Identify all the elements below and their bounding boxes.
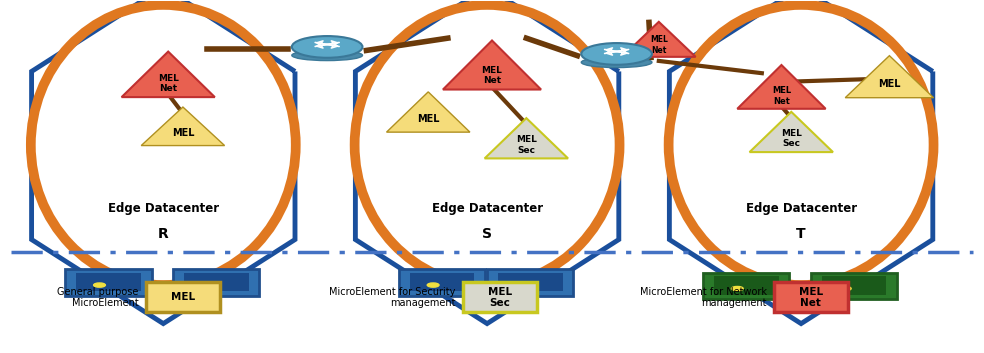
Ellipse shape	[292, 36, 362, 58]
Text: MicroElement for Network
management: MicroElement for Network management	[640, 287, 767, 308]
FancyBboxPatch shape	[487, 269, 574, 296]
Text: S: S	[482, 227, 492, 241]
Polygon shape	[485, 118, 568, 158]
FancyBboxPatch shape	[76, 273, 141, 291]
Text: MEL: MEL	[171, 292, 195, 302]
FancyBboxPatch shape	[184, 273, 249, 291]
Circle shape	[202, 283, 214, 287]
Polygon shape	[622, 22, 696, 57]
Polygon shape	[845, 56, 934, 98]
Text: General purpose
MicroElement: General purpose MicroElement	[57, 287, 139, 308]
FancyBboxPatch shape	[811, 273, 897, 299]
Text: MEL
Sec: MEL Sec	[516, 135, 537, 155]
FancyBboxPatch shape	[65, 269, 152, 296]
Polygon shape	[387, 92, 470, 132]
Polygon shape	[142, 107, 224, 145]
Polygon shape	[750, 112, 833, 152]
Ellipse shape	[582, 43, 652, 65]
Text: Edge Datacenter: Edge Datacenter	[746, 202, 857, 215]
Circle shape	[731, 287, 743, 291]
FancyBboxPatch shape	[399, 269, 485, 296]
Text: MEL: MEL	[878, 79, 900, 89]
Text: MEL
Net: MEL Net	[157, 74, 179, 94]
Text: MEL
Net: MEL Net	[771, 86, 791, 106]
Text: R: R	[157, 227, 168, 241]
Polygon shape	[122, 52, 215, 97]
Text: MEL
Net: MEL Net	[649, 35, 668, 55]
FancyBboxPatch shape	[713, 276, 778, 295]
FancyBboxPatch shape	[463, 282, 536, 312]
FancyBboxPatch shape	[498, 273, 563, 291]
Polygon shape	[737, 65, 826, 109]
Text: T: T	[796, 227, 806, 241]
Circle shape	[93, 283, 105, 287]
FancyBboxPatch shape	[774, 282, 847, 312]
Text: MEL
Net: MEL Net	[481, 66, 503, 85]
FancyBboxPatch shape	[822, 276, 887, 295]
Circle shape	[516, 283, 527, 287]
Polygon shape	[443, 41, 541, 90]
Text: MEL
Sec: MEL Sec	[781, 129, 802, 148]
Circle shape	[839, 287, 851, 291]
Text: Edge Datacenter: Edge Datacenter	[432, 202, 542, 215]
Text: MicroElement for Security
management: MicroElement for Security management	[330, 287, 456, 308]
Text: MEL: MEL	[171, 128, 194, 138]
FancyBboxPatch shape	[146, 282, 219, 312]
FancyBboxPatch shape	[173, 269, 260, 296]
Ellipse shape	[292, 50, 362, 61]
Ellipse shape	[582, 57, 652, 67]
Text: MEL
Net: MEL Net	[799, 287, 823, 308]
FancyBboxPatch shape	[703, 273, 789, 299]
Text: MEL: MEL	[417, 114, 440, 124]
Text: Edge Datacenter: Edge Datacenter	[107, 202, 218, 215]
Text: MEL
Sec: MEL Sec	[488, 287, 512, 308]
Circle shape	[427, 283, 439, 287]
FancyBboxPatch shape	[409, 273, 474, 291]
